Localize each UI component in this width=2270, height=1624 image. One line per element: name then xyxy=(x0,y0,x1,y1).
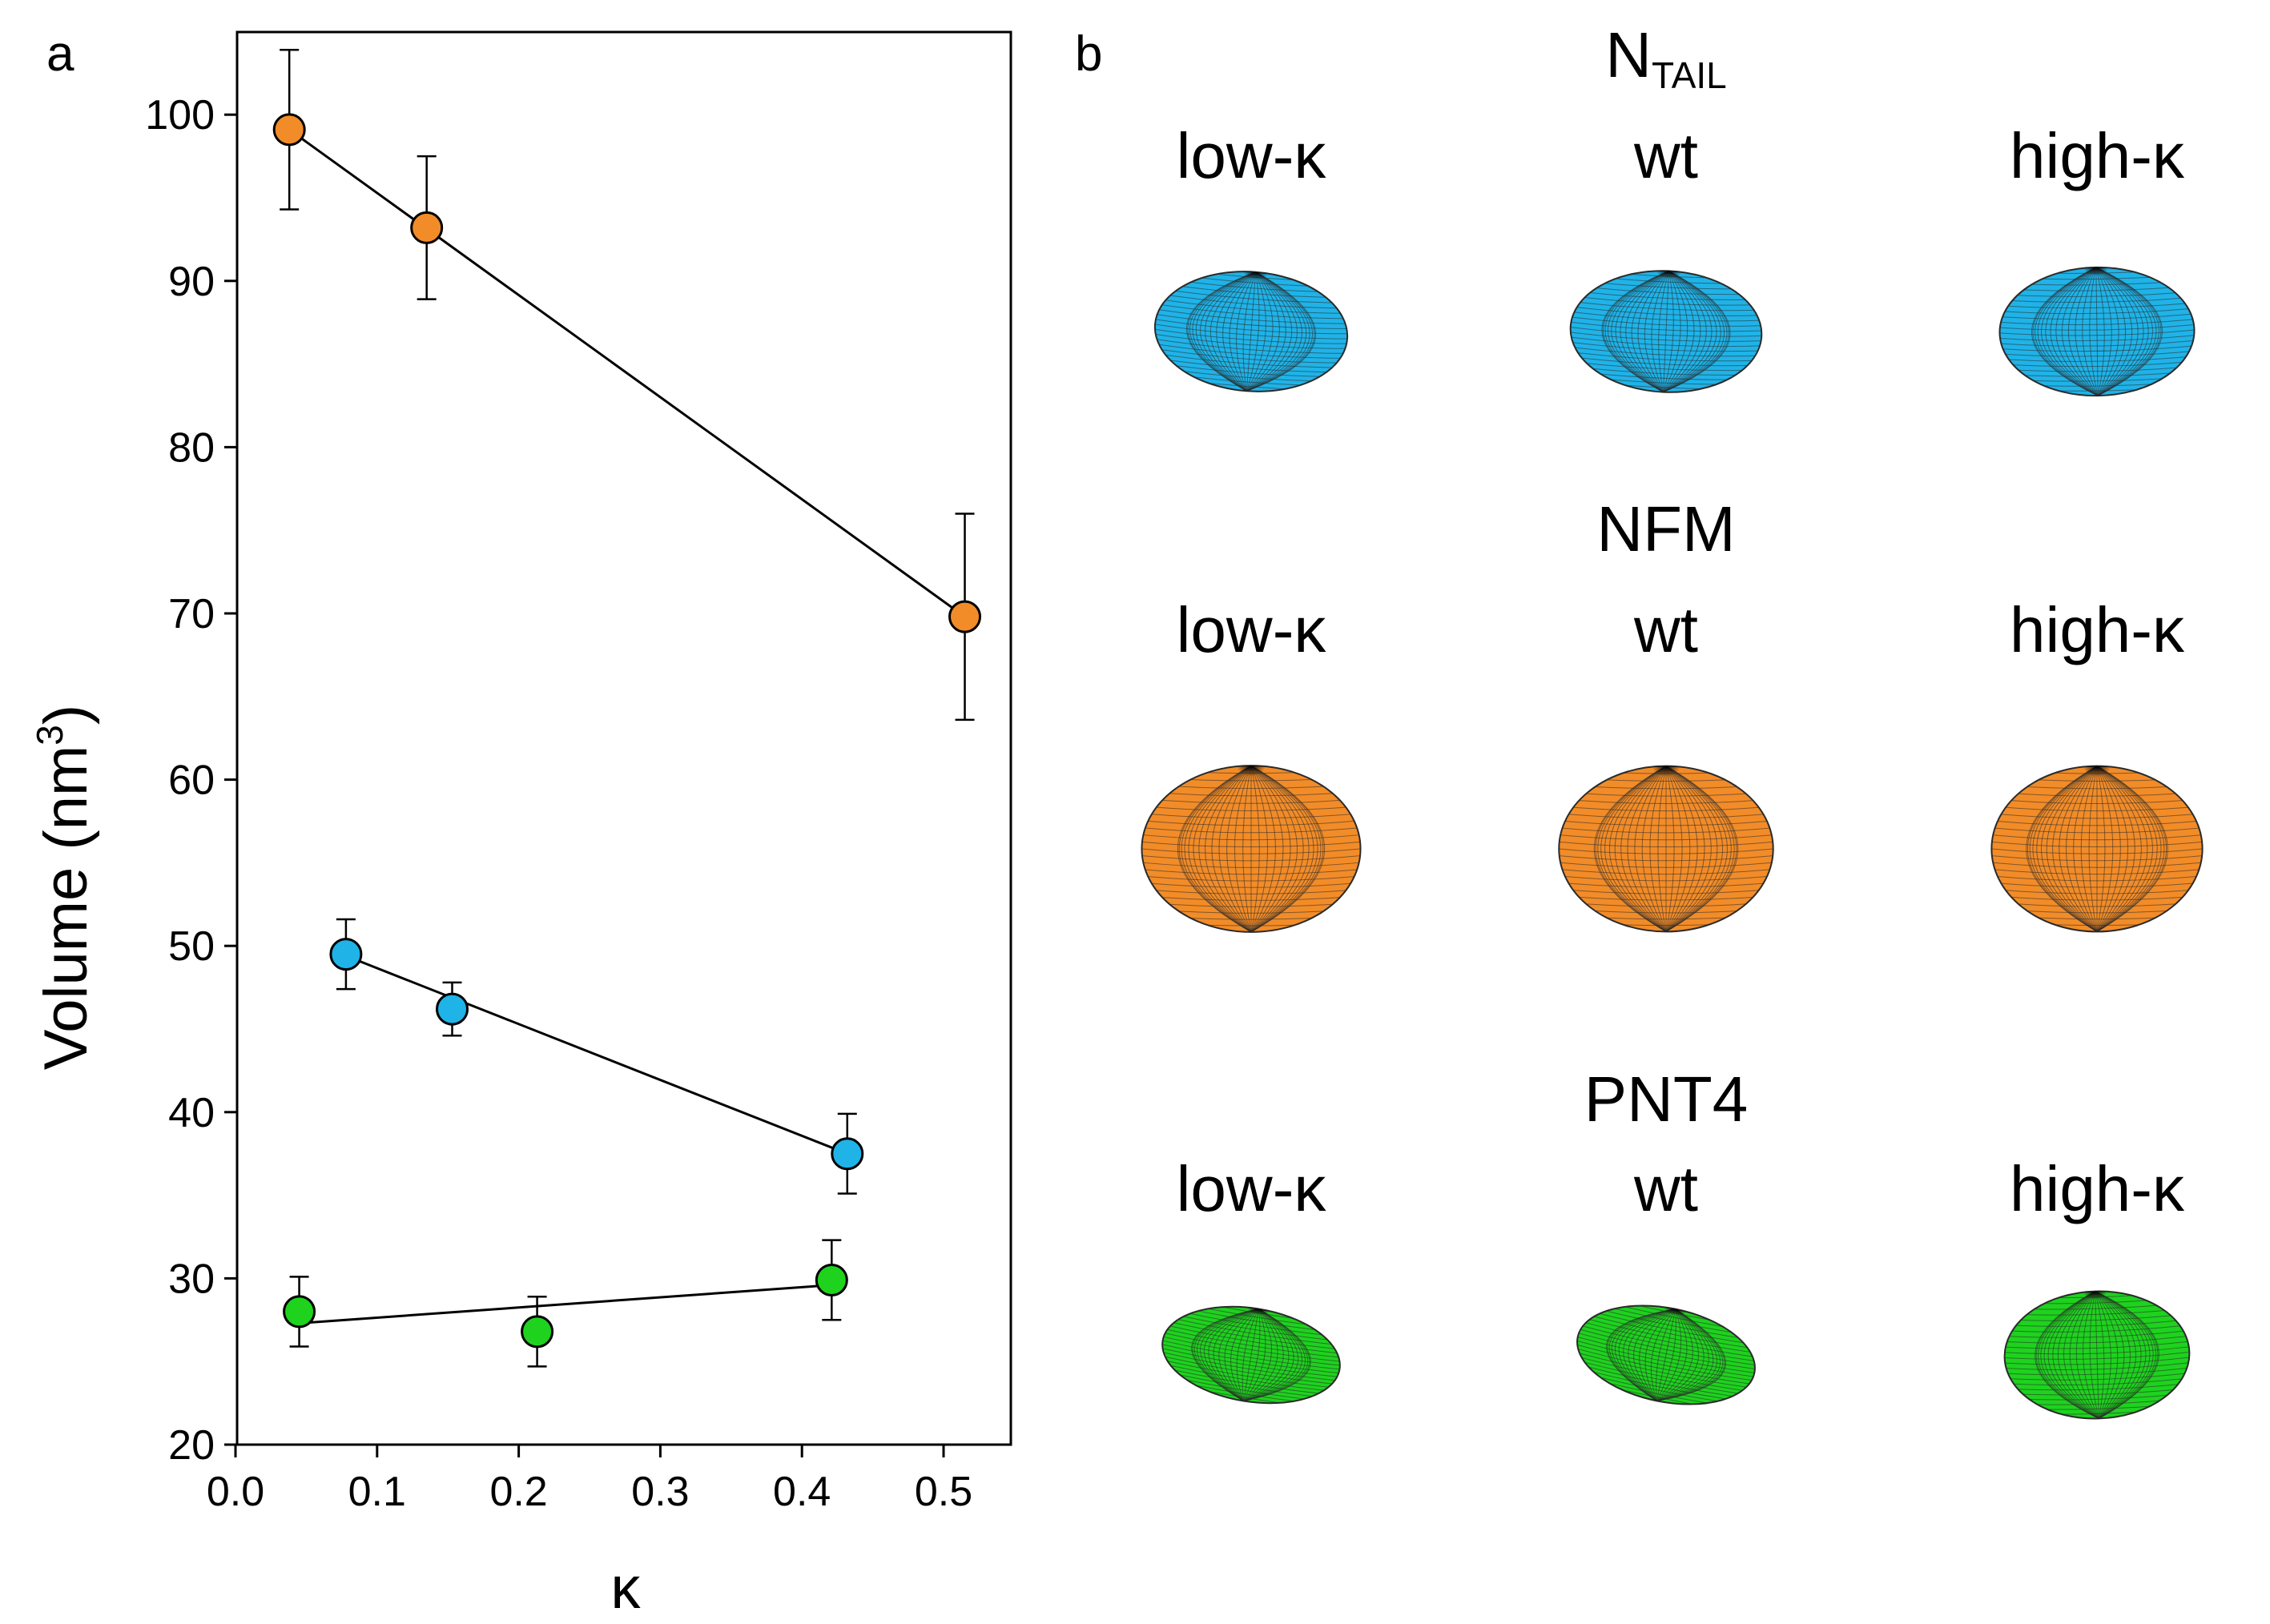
y-tick-label: 50 xyxy=(168,923,215,970)
y-tick-label: 30 xyxy=(168,1256,215,1302)
ellipsoid-low-kappa xyxy=(1153,271,1349,392)
x-tick-label: 0.3 xyxy=(631,1469,689,1515)
ellipsoid-wt xyxy=(1576,1304,1756,1405)
data-point-ntail xyxy=(831,1137,864,1171)
group-title: PNT4 xyxy=(1584,1063,1749,1135)
data-point-nfm xyxy=(410,211,444,244)
ellipsoid-panel: NTAIL low-κ wt high-κ NFM low-κ wt high-κ PNT4 lo… xyxy=(1141,19,2204,1420)
y-axis-label: Volume (nm3) xyxy=(29,705,100,1070)
column-label: wt xyxy=(1633,1153,1698,1224)
ellipsoid-pole-shade xyxy=(1570,271,1762,392)
data-point-nfm xyxy=(272,113,306,147)
group-title-main: PNT4 xyxy=(1584,1063,1749,1135)
ellipsoid-pole-shade xyxy=(1577,1305,1755,1405)
ellipsoid-pole-shade xyxy=(1991,766,2203,932)
data-point-nfm xyxy=(948,600,982,633)
column-label: wt xyxy=(1633,120,1698,191)
y-axis-label-main: Volume (nm xyxy=(32,746,100,1071)
group-pnt4: PNT4 low-κ wt high-κ xyxy=(1161,1063,2191,1420)
group-title-sub: TAIL xyxy=(1652,54,1727,96)
panel-a-label: a xyxy=(46,26,74,82)
x-axis-label: κ xyxy=(611,1554,642,1621)
x-tick-label: 0.2 xyxy=(489,1469,547,1515)
y-tick-label: 90 xyxy=(168,259,215,305)
plot-frame xyxy=(235,30,1012,1446)
chart-axes xyxy=(235,30,1012,1446)
ellipsoid-pole-shade xyxy=(1154,271,1348,392)
group-title: NFM xyxy=(1596,493,1735,565)
group-ntail: NTAIL low-κ wt high-κ xyxy=(1153,19,2196,397)
data-point-pnt4 xyxy=(283,1295,316,1329)
ellipsoid-high-kappa xyxy=(2003,1290,2191,1420)
column-label: low-κ xyxy=(1177,594,1327,665)
x-tick-label: 0.4 xyxy=(773,1469,831,1515)
panel-b-label: b xyxy=(1075,26,1102,82)
data-point-ntail xyxy=(436,992,469,1026)
data-point-pnt4 xyxy=(521,1315,554,1349)
group-title: NTAIL xyxy=(1605,19,1727,96)
column-label: high-κ xyxy=(2010,120,2185,191)
data-point-ntail xyxy=(329,938,363,971)
y-tick-label: 20 xyxy=(168,1422,215,1469)
x-tick-label: 0.1 xyxy=(348,1469,406,1515)
y-tick-label: 80 xyxy=(168,424,215,471)
y-axis-label-sup: 3 xyxy=(29,725,70,746)
y-tick-label: 60 xyxy=(168,758,215,804)
x-tick-label: 0.5 xyxy=(915,1469,972,1515)
y-tick-label: 100 xyxy=(145,92,215,139)
ellipsoid-pole-shade xyxy=(1559,766,1773,932)
ellipsoid-wt xyxy=(1569,270,1763,393)
group-title-main: NFM xyxy=(1596,493,1735,565)
y-tick-label: 70 xyxy=(168,591,215,637)
ellipsoid-high-kappa xyxy=(1990,765,2204,933)
chart-fit-lines xyxy=(288,128,966,1325)
fit-line-nfm xyxy=(288,128,966,618)
fit-line-ntail xyxy=(345,955,848,1156)
chart-points xyxy=(272,113,982,1349)
chart-ticks: 0.0 0.1 0.2 0.3 0.4 0.5 20 30 40 50 60 70 80 90 100 xyxy=(145,92,972,1515)
column-label: high-κ xyxy=(2010,1153,2185,1224)
x-tick-label: 0.0 xyxy=(207,1469,264,1515)
column-label: low-κ xyxy=(1177,120,1327,191)
ellipsoid-pole-shade xyxy=(1999,267,2195,396)
ellipsoid-high-kappa xyxy=(1998,266,2196,397)
ellipsoid-wt xyxy=(1558,765,1774,933)
group-nfm: NFM low-κ wt high-κ xyxy=(1141,493,2204,933)
ellipsoid-low-kappa xyxy=(1141,765,1362,933)
column-label: low-κ xyxy=(1177,1153,1327,1224)
chart-error-bars xyxy=(280,48,975,1368)
ellipsoid-pole-shade xyxy=(2004,1291,2190,1419)
group-title-main: N xyxy=(1605,19,1652,90)
column-label: wt xyxy=(1633,594,1698,665)
column-label: high-κ xyxy=(2010,594,2185,665)
y-tick-label: 40 xyxy=(168,1090,215,1136)
y-axis-label-end: ) xyxy=(32,705,100,725)
fit-line-pnt4 xyxy=(299,1284,832,1325)
data-point-pnt4 xyxy=(815,1263,848,1296)
ellipsoid-pole-shade xyxy=(1162,1306,1340,1404)
ellipsoid-low-kappa xyxy=(1161,1305,1341,1405)
ellipsoid-pole-shade xyxy=(1141,766,1361,932)
